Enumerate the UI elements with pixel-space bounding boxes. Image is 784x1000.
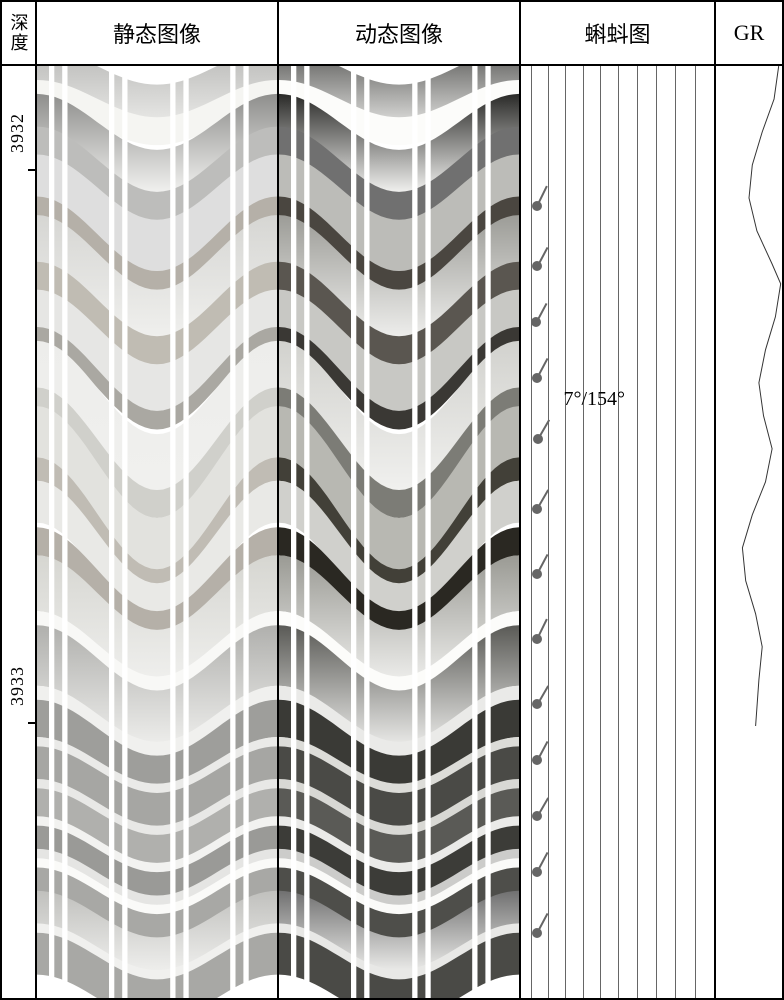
static-image-track <box>37 66 279 998</box>
header-dynamic-label: 动态图像 <box>355 17 443 49</box>
depth-tick <box>28 169 35 171</box>
tracks: 3932 3933 7°/154° <box>2 66 782 998</box>
gr-curve <box>716 66 782 726</box>
tadpole-grid <box>521 66 714 998</box>
header-gr: GR <box>716 2 782 64</box>
depth-label: 3933 <box>7 666 28 706</box>
depth-label: 3932 <box>7 113 28 153</box>
header-row: 深度 静态图像 动态图像 蝌蚪图 GR <box>2 2 782 66</box>
grid-line <box>656 66 657 998</box>
tadpole-track: 7°/154° <box>521 66 716 998</box>
gr-track <box>716 66 782 998</box>
grid-line <box>618 66 619 998</box>
grid-line <box>583 66 584 998</box>
header-depth: 深度 <box>2 2 37 64</box>
grid-line <box>548 66 549 998</box>
tadpole-annotation: 7°/154° <box>563 388 625 411</box>
header-static-label: 静态图像 <box>113 17 201 49</box>
header-tadpole-label: 蝌蚪图 <box>584 17 650 49</box>
header-dynamic: 动态图像 <box>279 2 521 64</box>
depth-track: 3932 3933 <box>2 66 37 998</box>
log-display: 深度 静态图像 动态图像 蝌蚪图 GR 3932 3933 7°/154° <box>0 0 784 1000</box>
grid-line <box>695 66 696 998</box>
header-gr-label: GR <box>734 20 765 46</box>
grid-line <box>565 66 566 998</box>
header-tadpole: 蝌蚪图 <box>521 2 716 64</box>
depth-tick <box>28 722 35 724</box>
grid-line <box>675 66 676 998</box>
grid-line <box>600 66 601 998</box>
grid-line <box>637 66 638 998</box>
header-static: 静态图像 <box>37 2 279 64</box>
header-depth-label: 深度 <box>6 13 32 53</box>
dynamic-image-track <box>279 66 521 998</box>
